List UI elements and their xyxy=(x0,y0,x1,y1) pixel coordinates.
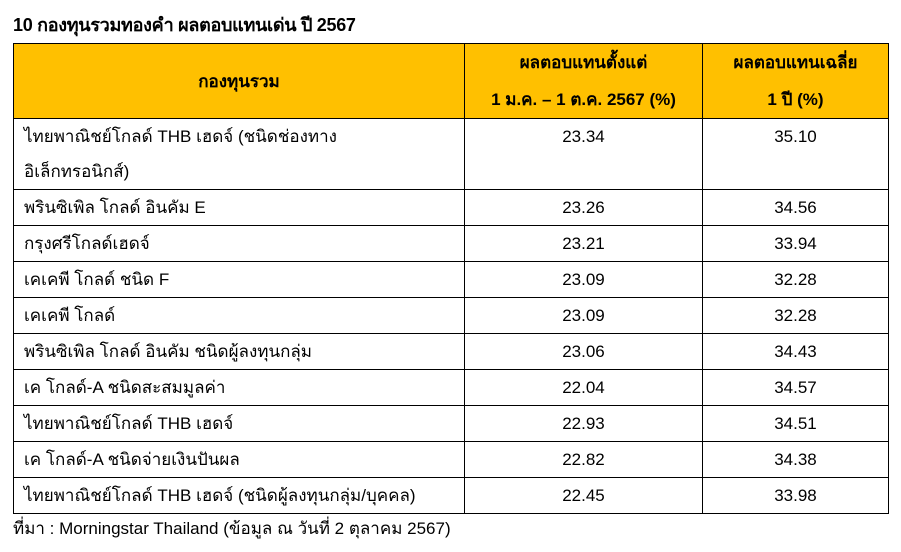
fund-name-text: เค โกลด์-A ชนิดสะสมมูลค่า xyxy=(24,378,226,397)
header-fund: กองทุนรวม xyxy=(13,43,465,119)
avg-return: 34.38 xyxy=(702,441,889,478)
table-row: เค โกลด์-A ชนิดจ่ายเงินปันผล 22.82 34.38 xyxy=(13,441,889,478)
avg-return: 32.28 xyxy=(702,261,889,298)
fund-name-text: เคเคพี โกลด์ ชนิด F xyxy=(24,270,170,289)
fund-name: ไทยพาณิชย์โกลด์ THB เฮดจ์ (ชนิดผู้ลงทุนก… xyxy=(13,477,465,514)
fund-name: พรินซิเพิล โกลด์ อินคัม E xyxy=(13,189,465,226)
fund-name: เคเคพี โกลด์ ชนิด F xyxy=(13,261,465,298)
fund-name-text: ไทยพาณิชย์โกลด์ THB เฮดจ์ (ชนิดช่องทาง xyxy=(24,127,337,146)
fund-name: ไทยพาณิชย์โกลด์ THB เฮดจ์ (ชนิดช่องทางอิ… xyxy=(13,118,465,190)
fund-name-text-cont: อิเล็กทรอนิกส์) xyxy=(24,162,130,181)
avg-return: 33.98 xyxy=(702,477,889,514)
fund-name-text: เค โกลด์-A ชนิดจ่ายเงินปันผล xyxy=(24,450,240,469)
ytd-return: 23.06 xyxy=(464,333,703,370)
fund-name-text: พรินซิเพิล โกลด์ อินคัม E xyxy=(24,198,206,217)
ytd-return: 22.82 xyxy=(464,441,703,478)
fund-name: เค โกลด์-A ชนิดสะสมมูลค่า xyxy=(13,369,465,406)
fund-name-text: กรุงศรีโกลด์เฮดจ์ xyxy=(24,234,150,253)
fund-name-text: เคเคพี โกลด์ xyxy=(24,306,116,325)
ytd-return: 22.04 xyxy=(464,369,703,406)
header-ytd-line2: 1 ม.ค. – 1 ต.ค. 2567 (%) xyxy=(491,90,676,109)
header-avg-line1: ผลตอบแทนเฉลี่ย xyxy=(733,53,858,72)
header-avg-line2: 1 ปี (%) xyxy=(767,90,824,109)
fund-name-text: ไทยพาณิชย์โกลด์ THB เฮดจ์ (ชนิดผู้ลงทุนก… xyxy=(24,486,416,505)
avg-return: 35.10 xyxy=(702,118,889,190)
fund-name-text: ไทยพาณิชย์โกลด์ THB เฮดจ์ xyxy=(24,414,234,433)
header-ytd: ผลตอบแทนตั้งแต่ 1 ม.ค. – 1 ต.ค. 2567 (%) xyxy=(464,43,703,119)
ytd-return: 22.93 xyxy=(464,405,703,442)
table-row: ไทยพาณิชย์โกลด์ THB เฮดจ์ 22.93 34.51 xyxy=(13,405,889,442)
table-row: เค โกลด์-A ชนิดสะสมมูลค่า 22.04 34.57 xyxy=(13,369,889,406)
table-row: พรินซิเพิล โกลด์ อินคัม E 23.26 34.56 xyxy=(13,189,889,226)
header-ytd-line1: ผลตอบแทนตั้งแต่ xyxy=(519,53,648,72)
table-row: เคเคพี โกลด์ 23.09 32.28 xyxy=(13,297,889,334)
fund-name-text: พรินซิเพิล โกลด์ อินคัม ชนิดผู้ลงทุนกลุ่… xyxy=(24,342,313,361)
ytd-return: 23.34 xyxy=(464,118,703,190)
table-row: เคเคพี โกลด์ ชนิด F 23.09 32.28 xyxy=(13,261,889,298)
avg-return: 34.57 xyxy=(702,369,889,406)
ytd-return: 23.26 xyxy=(464,189,703,226)
avg-return: 34.56 xyxy=(702,189,889,226)
ytd-return: 23.09 xyxy=(464,297,703,334)
fund-name: เคเคพี โกลด์ xyxy=(13,297,465,334)
table-row: พรินซิเพิล โกลด์ อินคัม ชนิดผู้ลงทุนกลุ่… xyxy=(13,333,889,370)
table-row: กรุงศรีโกลด์เฮดจ์ 23.21 33.94 xyxy=(13,225,889,262)
ytd-return: 22.45 xyxy=(464,477,703,514)
fund-name: เค โกลด์-A ชนิดจ่ายเงินปันผล xyxy=(13,441,465,478)
table-row: ไทยพาณิชย์โกลด์ THB เฮดจ์ (ชนิดช่องทางอิ… xyxy=(13,118,889,190)
page-title: 10 กองทุนรวมทองคำ ผลตอบแทนเด่น ปี 2567 xyxy=(13,15,356,35)
avg-return: 33.94 xyxy=(702,225,889,262)
funds-table: กองทุนรวม ผลตอบแทนตั้งแต่ 1 ม.ค. – 1 ต.ค.… xyxy=(13,43,889,514)
ytd-return: 23.21 xyxy=(464,225,703,262)
fund-name: ไทยพาณิชย์โกลด์ THB เฮดจ์ xyxy=(13,405,465,442)
table-header-row: กองทุนรวม ผลตอบแทนตั้งแต่ 1 ม.ค. – 1 ต.ค.… xyxy=(13,43,889,119)
ytd-return: 23.09 xyxy=(464,261,703,298)
avg-return: 32.28 xyxy=(702,297,889,334)
fund-name: กรุงศรีโกลด์เฮดจ์ xyxy=(13,225,465,262)
source-note: ที่มา : Morningstar Thailand (ข้อมูล ณ ว… xyxy=(13,519,451,538)
table-row: ไทยพาณิชย์โกลด์ THB เฮดจ์ (ชนิดผู้ลงทุนก… xyxy=(13,477,889,514)
avg-return: 34.51 xyxy=(702,405,889,442)
avg-return: 34.43 xyxy=(702,333,889,370)
fund-name: พรินซิเพิล โกลด์ อินคัม ชนิดผู้ลงทุนกลุ่… xyxy=(13,333,465,370)
header-avg: ผลตอบแทนเฉลี่ย 1 ปี (%) xyxy=(702,43,889,119)
